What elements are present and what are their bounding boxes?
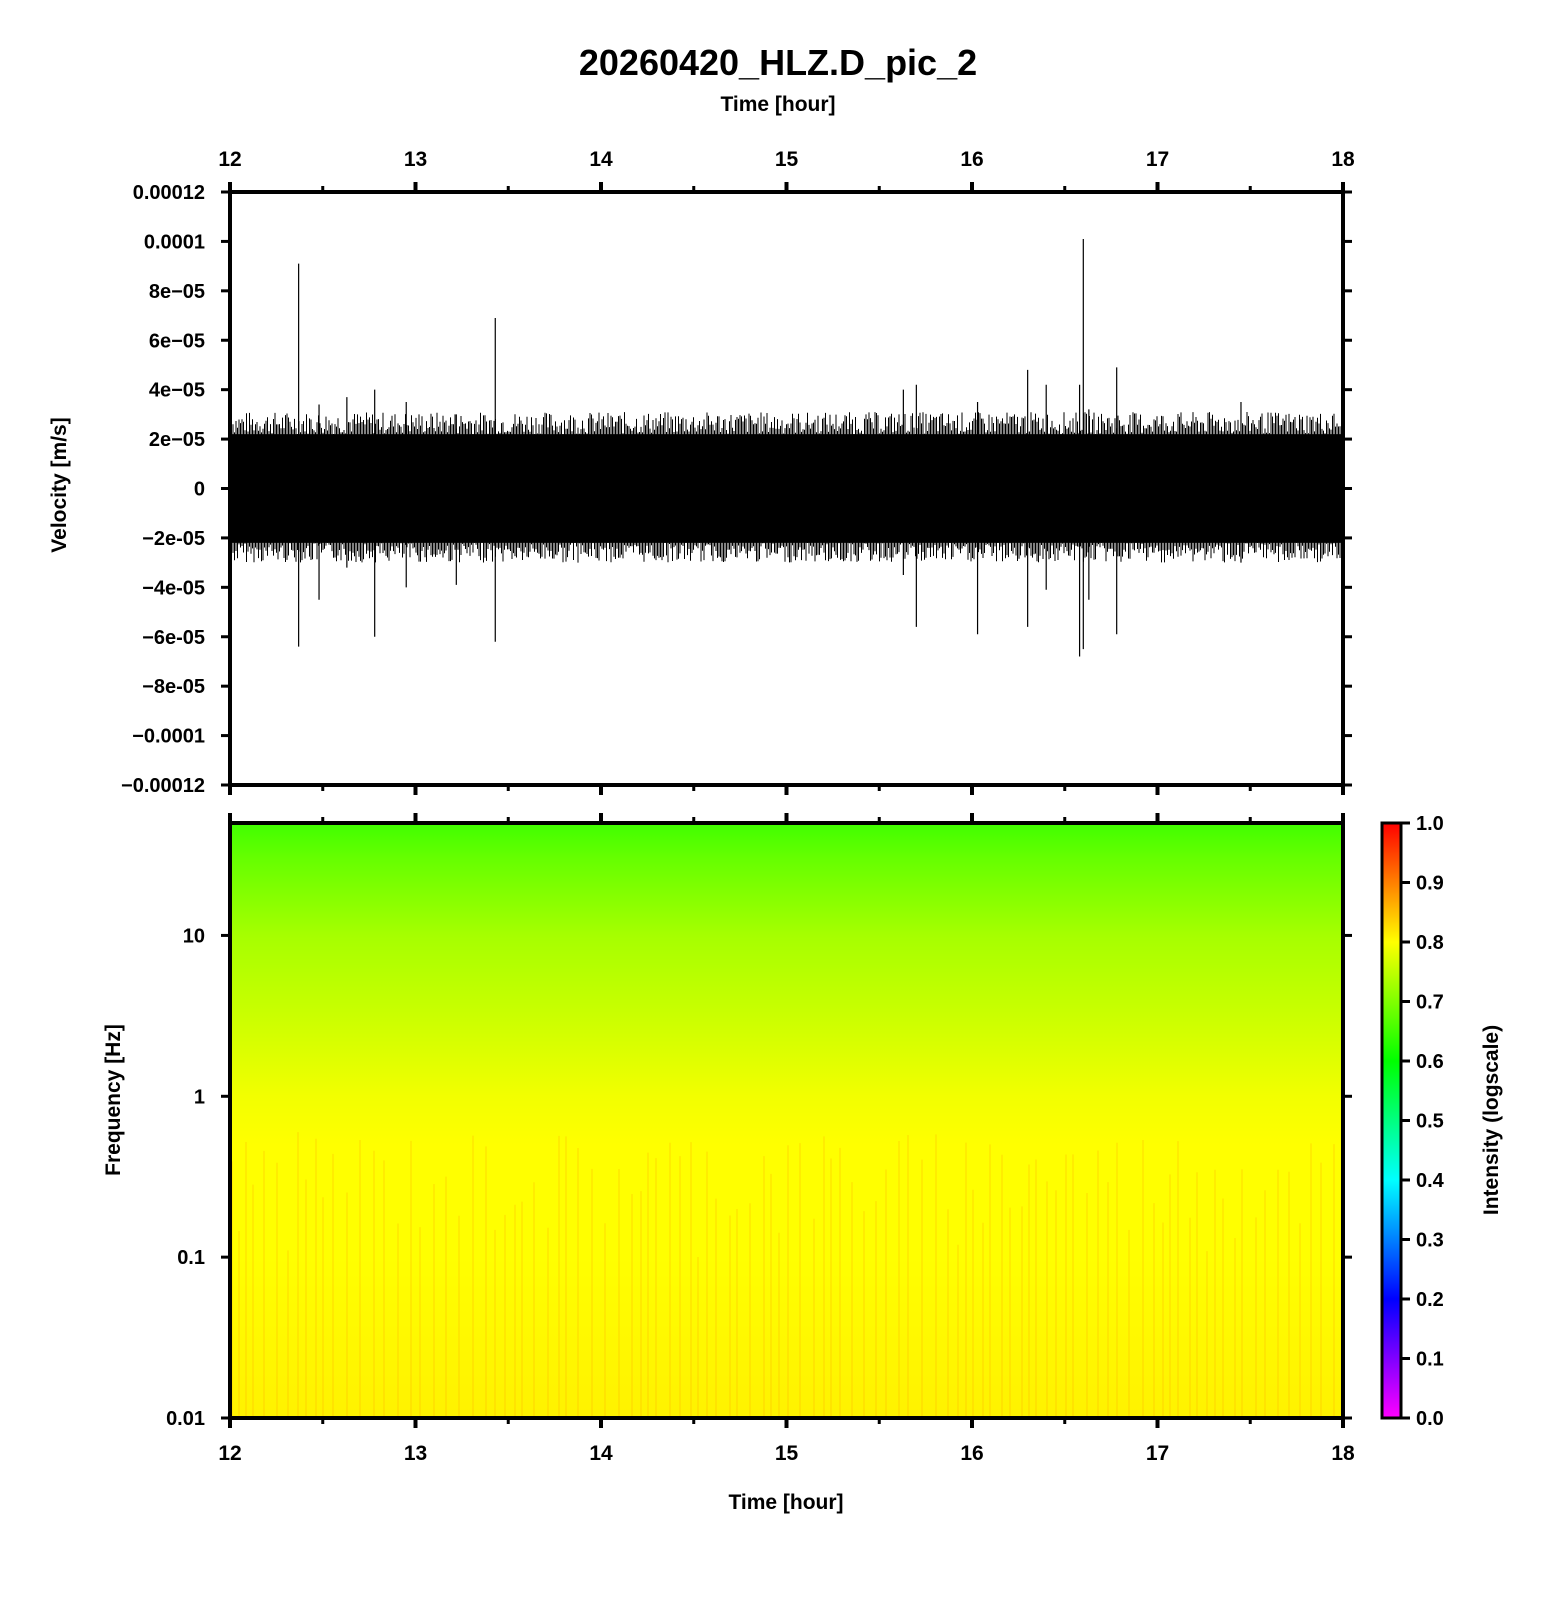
waveform-y-axis-label: Velocity [m/s] — [48, 417, 71, 552]
waveform-top-x-ticks: 12 13 14 15 16 17 18 — [218, 148, 1355, 795]
y-tick-label: −4e-05 — [142, 577, 205, 599]
colorbar-tick-label: 0.9 — [1416, 873, 1444, 895]
y-tick-label: 0.00012 — [133, 182, 205, 204]
freq-tick-label: 1 — [194, 1086, 205, 1108]
x-tick-label: 18 — [1331, 148, 1355, 171]
top-x-axis-label: Time [hour] — [720, 93, 835, 116]
x-tick-label: 16 — [960, 148, 983, 171]
waveform-panel: Velocity [m/s] 12 13 14 15 16 17 18 0.000120.0… — [48, 148, 1355, 797]
y-tick-label: −8e-05 — [142, 676, 205, 698]
y-tick-label: 2e−05 — [149, 429, 205, 451]
y-tick-label: −6e-05 — [142, 627, 205, 649]
colorbar: 0.0 0.1 0.2 0.3 0.4 0.5 0.6 0.7 0.8 0.9 1.0 Intens… — [1380, 813, 1503, 1430]
colorbar-label: Intensity (logscale) — [1480, 1025, 1503, 1215]
freq-tick-label: 0.01 — [166, 1408, 205, 1430]
x-tick-label: 15 — [775, 1442, 799, 1465]
y-tick-label: 4e−05 — [149, 380, 205, 402]
colorbar-ticks: 0.0 0.1 0.2 0.3 0.4 0.5 0.6 0.7 0.8 0.9 1.0 — [1401, 813, 1445, 1430]
colorbar-tick-label: 0.0 — [1416, 1408, 1444, 1430]
y-tick-label: −2e-05 — [142, 528, 205, 550]
waveform-spikes — [298, 238, 1242, 657]
y-tick-label: −0.0001 — [132, 726, 205, 748]
colorbar-tick-label: 0.8 — [1416, 932, 1444, 954]
x-tick-label: 15 — [775, 148, 799, 171]
x-tick-label: 12 — [218, 1442, 241, 1465]
x-tick-label: 14 — [589, 1442, 613, 1465]
x-tick-label: 14 — [589, 148, 613, 171]
bottom-x-axis-label: Time [hour] — [728, 1491, 843, 1514]
x-tick-label: 13 — [404, 1442, 427, 1465]
y-tick-label: 8e−05 — [149, 281, 205, 303]
colorbar-gradient — [1380, 821, 1403, 1420]
colorbar-tick-label: 0.3 — [1416, 1230, 1444, 1252]
spectrogram-y-ticks: 10 1 0.1 0.01 — [166, 925, 1352, 1430]
colorbar-tick-label: 0.7 — [1416, 992, 1444, 1014]
y-tick-label: 0 — [194, 479, 205, 501]
colorbar-tick-label: 0.5 — [1416, 1111, 1444, 1133]
colorbar-tick-label: 0.6 — [1416, 1051, 1444, 1073]
colorbar-tick-label: 0.1 — [1416, 1349, 1444, 1371]
x-tick-label: 12 — [218, 148, 241, 171]
freq-tick-label: 10 — [183, 925, 205, 947]
x-tick-label: 18 — [1331, 1442, 1355, 1465]
chart-title: 20260420_HLZ.D_pic_2 — [579, 42, 977, 83]
spectrogram-x-ticks: 12 13 14 15 16 17 18 — [218, 813, 1355, 1465]
x-tick-label: 17 — [1146, 148, 1169, 171]
noise-band-fringe — [229, 412, 1344, 563]
x-tick-label: 16 — [960, 1442, 983, 1465]
spectrogram-image — [230, 823, 1343, 1418]
colorbar-tick-label: 0.4 — [1416, 1170, 1445, 1192]
colorbar-tick-label: 1.0 — [1416, 813, 1444, 835]
colorbar-tick-label: 0.2 — [1416, 1289, 1444, 1311]
spectrogram-y-axis-label: Frequency [Hz] — [102, 1024, 125, 1176]
y-tick-label: −0.00012 — [121, 775, 205, 797]
x-tick-label: 13 — [404, 148, 427, 171]
x-tick-label: 17 — [1146, 1442, 1169, 1465]
waveform-y-ticks: 0.00012 0.0001 8e−05 6e−05 4e−05 2e−05 0 −2e-05… — [121, 182, 1352, 797]
freq-tick-label: 0.1 — [177, 1247, 205, 1269]
y-tick-label: 6e−05 — [149, 330, 205, 352]
y-tick-label: 0.0001 — [144, 231, 205, 253]
spectrogram-panel: Frequency [Hz] 12 13 14 15 16 17 18 10 1 0.1 0.01… — [102, 813, 1355, 1514]
waveform-noise-band — [229, 412, 1344, 563]
